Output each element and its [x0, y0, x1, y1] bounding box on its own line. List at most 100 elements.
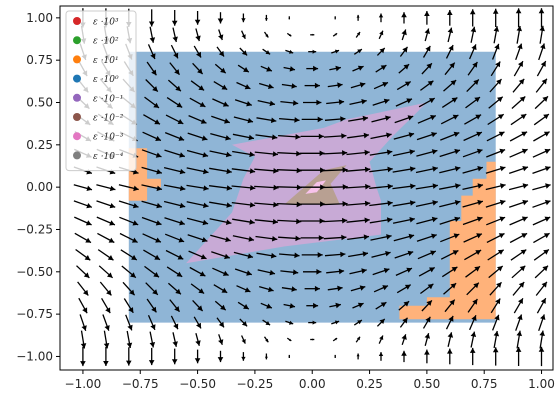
arrow: [462, 216, 483, 226]
arrow: [470, 331, 477, 348]
arrow: [96, 184, 116, 192]
arrow: [422, 45, 431, 58]
arrow: [322, 167, 348, 173]
y-tick-label: −0.25: [16, 222, 53, 236]
arrow: [119, 232, 138, 243]
arrow: [465, 265, 481, 278]
arrow: [485, 183, 506, 191]
arrow: [194, 11, 201, 25]
y-tick-label: −1.00: [16, 349, 53, 363]
arrow: [399, 46, 409, 57]
arrow: [301, 116, 323, 123]
arrow: [118, 200, 139, 209]
arrow: [424, 349, 430, 364]
x-tick-label: 0.50: [414, 377, 441, 391]
arrow: [241, 352, 246, 361]
arrow: [190, 283, 205, 295]
arrow: [213, 81, 228, 91]
arrow: [192, 62, 204, 75]
arrow: [538, 8, 545, 28]
arrow: [515, 8, 522, 28]
arrow: [533, 232, 550, 244]
arrow: [323, 150, 348, 156]
arrow: [464, 114, 482, 125]
arrow: [216, 317, 225, 328]
arrow: [393, 132, 415, 140]
arrow: [80, 330, 87, 349]
arrow: [164, 217, 185, 226]
arrow: [195, 333, 201, 346]
arrow: [216, 46, 225, 57]
arrow: [348, 251, 369, 258]
arrow: [395, 98, 413, 107]
arrow: [378, 30, 384, 40]
arrow: [533, 113, 550, 126]
arrow: [396, 81, 412, 91]
arrow: [213, 284, 228, 294]
arrow: [301, 252, 323, 258]
arrow: [401, 334, 407, 346]
arrow: [467, 61, 478, 76]
arrow: [355, 336, 361, 343]
legend-box: [65, 10, 137, 172]
x-tick-label: −1.00: [65, 377, 102, 391]
arrow: [195, 28, 201, 42]
arrow: [396, 284, 412, 294]
arrow: [441, 97, 458, 108]
arrow: [416, 132, 437, 141]
arrow: [532, 199, 551, 208]
arrow: [186, 167, 209, 175]
axes-frame: [59, 5, 554, 371]
arrow: [515, 43, 523, 61]
arrow: [440, 249, 459, 260]
arrow: [277, 150, 302, 157]
arrow: [485, 199, 506, 208]
arrow: [255, 134, 278, 140]
arrow: [262, 48, 271, 55]
arrow: [120, 249, 138, 261]
arrow: [80, 346, 86, 367]
arrow: [469, 315, 477, 331]
arrow: [487, 249, 505, 261]
legend-label: ε ·10²: [93, 37, 119, 47]
arrow: [347, 132, 370, 139]
legend-marker: [73, 113, 81, 121]
arrow: [348, 115, 369, 122]
arrow: [237, 301, 250, 310]
x-tick-label: 0.00: [299, 377, 326, 391]
region-3: [186, 102, 427, 264]
arrow: [285, 320, 294, 325]
arrow: [347, 234, 370, 241]
arrow: [303, 269, 322, 275]
arrow: [172, 27, 178, 43]
arrow: [283, 303, 296, 309]
arrow: [164, 149, 185, 158]
arrow: [356, 14, 360, 21]
arrow: [231, 168, 256, 174]
arrow: [281, 286, 297, 292]
arrow: [99, 281, 112, 296]
arrow: [375, 301, 387, 310]
arrow: [210, 234, 231, 243]
arrow: [237, 64, 250, 73]
arrow: [532, 148, 551, 158]
arrow: [370, 132, 392, 140]
arrow: [217, 12, 224, 24]
arrow: [310, 338, 315, 341]
arrow: [327, 285, 343, 292]
arrow: [356, 353, 360, 360]
arrow: [392, 183, 416, 190]
arrow: [299, 218, 325, 224]
arrow: [376, 318, 386, 327]
arrow: [369, 200, 393, 207]
arrow: [189, 266, 206, 277]
arrow: [144, 96, 160, 109]
arrow: [231, 201, 256, 208]
arrow: [324, 116, 346, 122]
arrow: [263, 31, 269, 38]
arrow: [74, 216, 92, 226]
arrow: [493, 330, 500, 349]
arrow: [264, 353, 268, 360]
arrow: [73, 184, 93, 191]
y-tick-label: 0.50: [26, 96, 53, 110]
